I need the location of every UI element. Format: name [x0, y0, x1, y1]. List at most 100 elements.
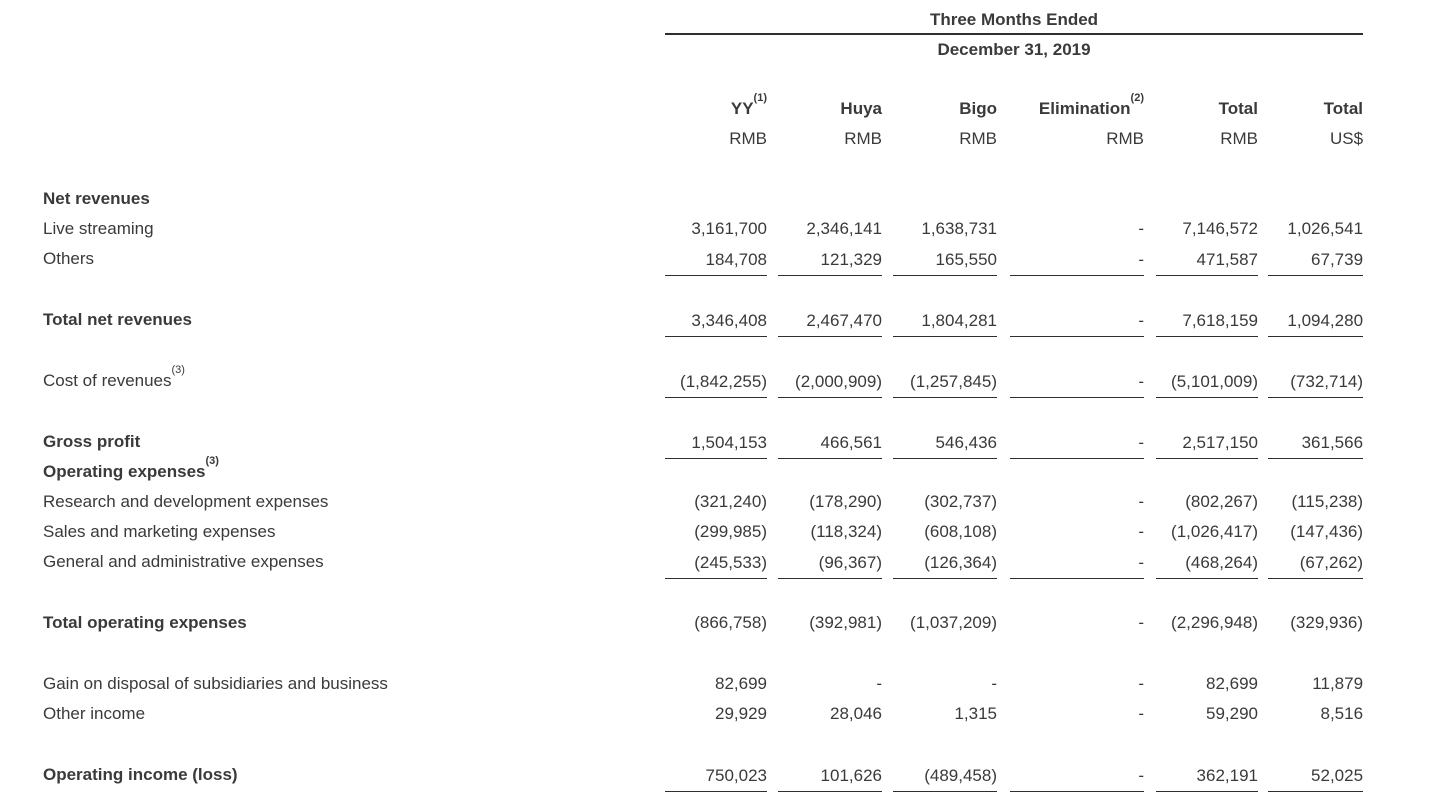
cell-value: (96,367) — [767, 549, 882, 579]
cell-value: (468,264) — [1144, 549, 1258, 579]
column-unit-elimination: RMB — [1106, 129, 1144, 148]
row-label-text: Others — [43, 249, 95, 268]
cell-value: 471,587 — [1144, 246, 1258, 276]
row-label: Operating income (loss) — [43, 762, 665, 792]
cell-value: (147,436) — [1290, 522, 1364, 541]
row-label-text: Research and development expenses — [43, 492, 329, 511]
cell-value: 1,504,153 — [665, 429, 767, 459]
cell-value: 59,290 — [1206, 704, 1258, 723]
column-header-elimination: Elimination(2) — [997, 93, 1144, 126]
cell-value: (732,714) — [1258, 368, 1364, 398]
column-header-total-usd: Total — [1258, 96, 1363, 126]
row-label: Research and development expenses — [43, 489, 665, 519]
empty-cell — [43, 6, 665, 34]
column-header-label: Total — [1323, 99, 1364, 118]
cell-value: 165,550 — [882, 246, 997, 276]
cell-value: (2,296,948) — [1171, 613, 1258, 632]
table-body: Net revenues Live streaming 3,161,700 2,346… — [43, 186, 1364, 792]
table-row: Live streaming 3,161,700 2,346,141 1,638,73… — [43, 216, 1363, 246]
spacer — [43, 398, 1363, 429]
spacer-row — [43, 640, 1363, 671]
cell-value: 82,699 — [1206, 674, 1258, 693]
cell-value: - — [1138, 704, 1144, 723]
cell-value: 7,618,159 — [1144, 307, 1258, 337]
period-title: Three Months Ended — [665, 6, 1364, 35]
spacer — [43, 337, 1363, 368]
row-label: Sales and marketing expenses — [43, 519, 665, 549]
column-header-yy: YY(1) — [665, 93, 767, 126]
spacer-row — [43, 156, 1363, 186]
row-label: Operating expenses(3) — [43, 456, 665, 489]
cell-value: 361,566 — [1258, 429, 1364, 459]
cell-value: (329,936) — [1290, 613, 1364, 632]
cell-value: - — [991, 674, 997, 693]
section-row: Net revenues — [43, 186, 1363, 216]
table-row: Research and development expenses (321,24… — [43, 489, 1363, 519]
table-row: Total operating expenses (866,758) (392,98… — [43, 610, 1363, 640]
row-label: Net revenues — [43, 186, 665, 216]
table-row: Other income 29,929 28,046 1,315 - 59,290 8,51… — [43, 701, 1363, 731]
cell-value: 52,025 — [1258, 762, 1364, 792]
cell-value — [1144, 186, 1258, 216]
footnote-marker: (3) — [205, 455, 219, 468]
cell-value: (126,364) — [882, 549, 997, 579]
column-unit-total-usd: US$ — [1329, 129, 1364, 148]
column-units-row: RMB RMB RMB RMB RMB US$ — [43, 126, 1363, 156]
cell-value: (5,101,009) — [1144, 368, 1258, 398]
cell-value: (608,108) — [924, 522, 997, 541]
cell-value: 2,467,470 — [767, 307, 882, 337]
row-label-text: Total net revenues — [43, 310, 192, 329]
column-unit-bigo: RMB — [959, 129, 997, 148]
footnote-marker: (2) — [1130, 92, 1144, 105]
cell-value: - — [997, 246, 1144, 276]
empty-cell — [43, 34, 665, 65]
row-label-text: Sales and marketing expenses — [43, 522, 276, 541]
cell-value: (178,290) — [809, 492, 882, 511]
cell-value: 11,879 — [1312, 674, 1364, 693]
table-row: Others 184,708 121,329 165,550-471,587 67,73… — [43, 246, 1364, 276]
cell-value: 29,929 — [715, 704, 767, 723]
row-label: Live streaming — [43, 216, 665, 246]
cell-value: - — [997, 549, 1144, 579]
spacer-row — [43, 337, 1363, 368]
period-date-row: December 31, 2019 — [43, 34, 1363, 65]
table-row: Gross profit 1,504,153 466,561 546,436-2,51… — [43, 429, 1364, 459]
table-row: Operating income (loss) 750,023 101,626 (48… — [43, 762, 1364, 792]
cell-value: - — [997, 762, 1144, 792]
cell-value: (245,533) — [665, 549, 767, 579]
cell-value: 67,739 — [1258, 246, 1364, 276]
cell-value: (1,842,255) — [665, 368, 767, 398]
row-label: Total net revenues — [43, 307, 665, 337]
section-row: Operating expenses(3) — [43, 456, 1363, 489]
cell-value: (299,985) — [694, 522, 767, 541]
cell-value: (1,026,417) — [1171, 522, 1258, 541]
spacer — [43, 156, 1363, 186]
cell-value: - — [1138, 219, 1144, 238]
cell-value: (321,240) — [694, 492, 767, 511]
row-label-text: Gain on disposal of subsidiaries and bus… — [43, 674, 388, 693]
column-header-huya: Huya — [767, 96, 882, 126]
cell-value: - — [997, 307, 1144, 337]
spacer-row — [43, 731, 1363, 762]
cell-value: 2,517,150 — [1144, 429, 1258, 459]
row-label-text: Operating income (loss) — [43, 765, 238, 784]
cell-value: 1,804,281 — [882, 307, 997, 337]
spacer — [43, 731, 1363, 762]
table-row: General and administrative expenses (245,… — [43, 549, 1364, 579]
cell-value: 466,561 — [767, 429, 882, 459]
segment-income-statement-table: Three Months Ended December 31, 2019 YY(… — [43, 6, 1364, 792]
row-label-text: Operating expenses — [43, 462, 206, 481]
cell-value: 8,516 — [1320, 704, 1364, 723]
row-label: Gain on disposal of subsidiaries and bus… — [43, 671, 665, 701]
spacer-row — [43, 65, 1363, 96]
cell-value: 1,094,280 — [1258, 307, 1364, 337]
cell-value — [1258, 186, 1363, 216]
row-label: Other income — [43, 701, 665, 731]
cell-value: 1,315 — [954, 704, 997, 723]
cell-value: 1,638,731 — [921, 219, 997, 238]
table-row: Gain on disposal of subsidiaries and bus… — [43, 671, 1363, 701]
spacer — [43, 65, 1363, 96]
cell-value: 3,161,700 — [691, 219, 767, 238]
cell-value: 750,023 — [665, 762, 767, 792]
